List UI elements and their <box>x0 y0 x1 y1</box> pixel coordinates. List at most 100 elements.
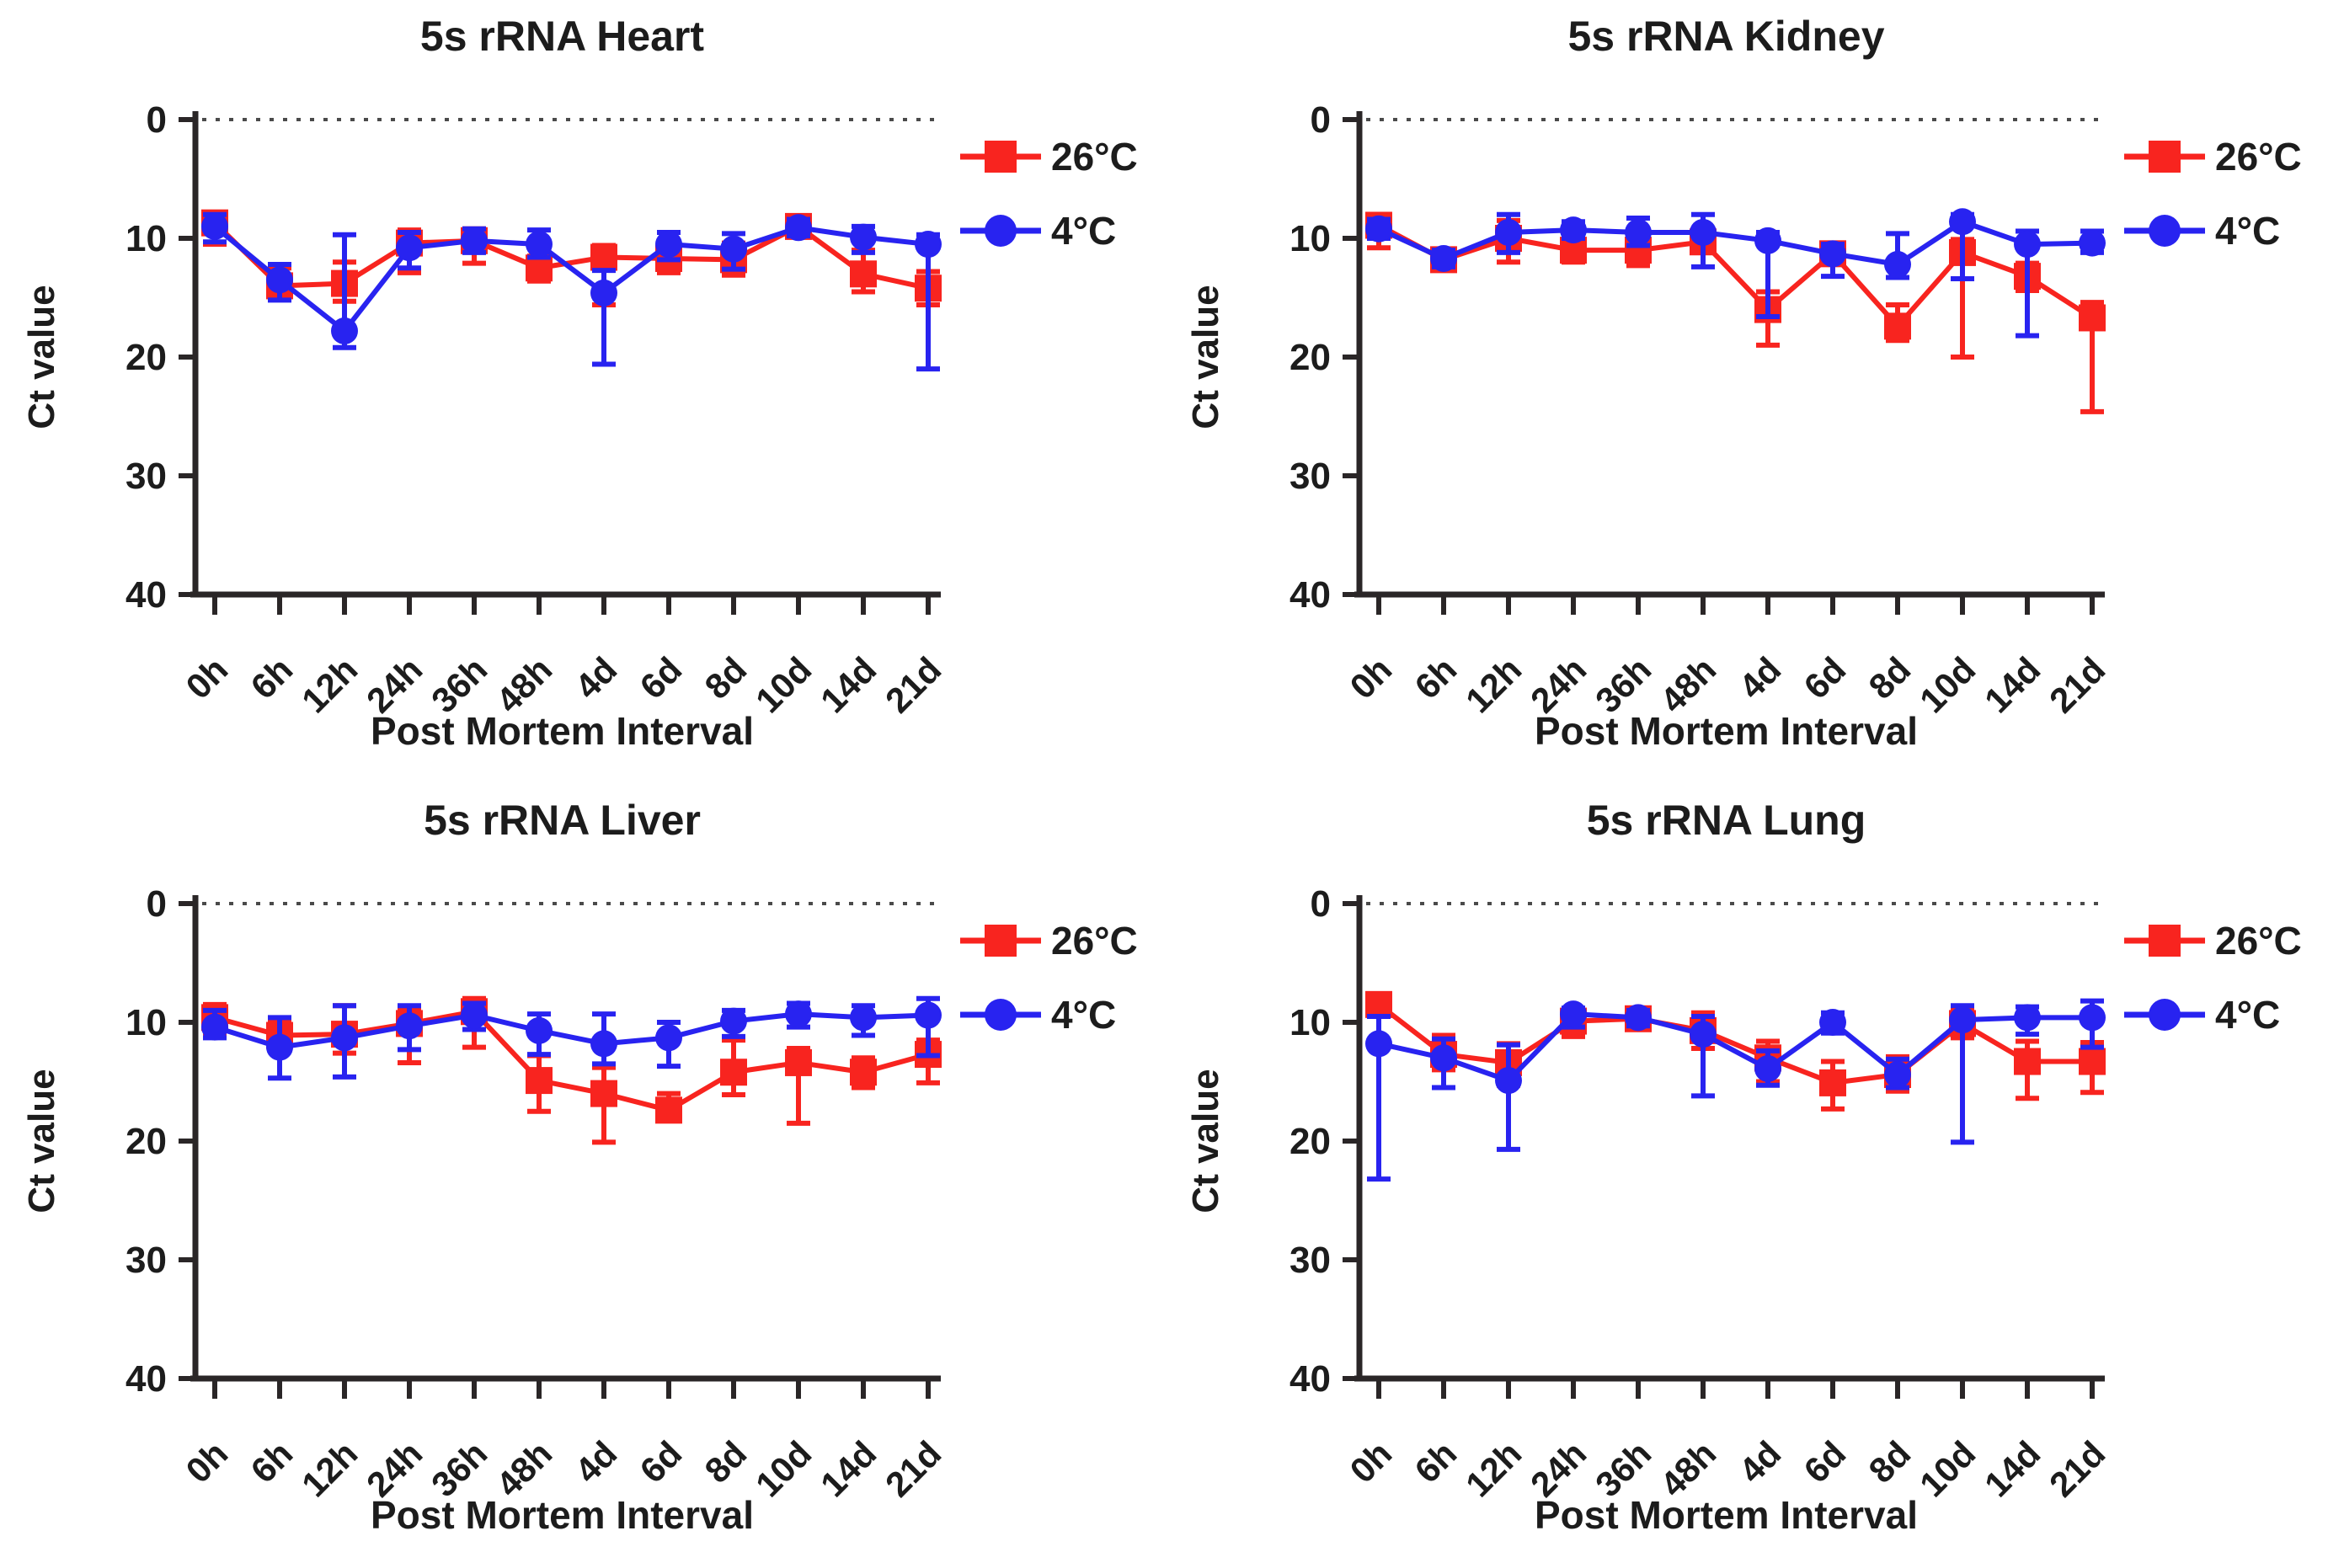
data-point <box>1495 218 1522 246</box>
chart-panel: 5s rRNA Kidney 0 10 20 30 40 0h 6h 12h 24h 36h 48h 4… <box>1164 0 2328 784</box>
x-tick-label: 6d <box>1796 1433 1853 1491</box>
legend-label: 26°C <box>2215 135 2302 179</box>
x-tick-label: 0h <box>1342 1433 1399 1491</box>
legend-marker-square <box>985 925 1017 957</box>
y-tick-label: 30 <box>125 456 167 497</box>
data-point <box>590 1080 617 1107</box>
data-point <box>201 1013 228 1041</box>
legend-marker-circle <box>2149 215 2181 247</box>
x-tick-label: 0h <box>1342 649 1399 707</box>
data-point <box>2014 1048 2041 1075</box>
legend-marker-square <box>985 141 1017 173</box>
data-point <box>915 1001 942 1029</box>
x-tick-label: 10d <box>748 1433 819 1504</box>
x-tick-label: 6d <box>1796 649 1853 707</box>
data-point <box>590 243 617 271</box>
data-point <box>2079 1048 2106 1075</box>
data-point <box>1430 244 1457 272</box>
legend-marker-square <box>2149 925 2181 957</box>
axes <box>190 111 941 598</box>
x-tick-label: 21d <box>878 1433 948 1504</box>
data-point <box>331 1024 358 1052</box>
x-tick-label: 6d <box>632 1433 689 1491</box>
x-tick-label: 21d <box>878 649 948 720</box>
legend-item: 26°C <box>2124 919 2302 963</box>
legend-item: 26°C <box>960 919 1138 963</box>
series-4°C <box>1365 998 2106 1182</box>
chart-panel: 5s rRNA Lung 0 10 20 30 40 0h 6h 12h 24h 36h 48h 4d 6… <box>1164 784 2328 1568</box>
legend: 26°C 4°C <box>960 135 1138 253</box>
data-point <box>850 260 877 288</box>
series-line <box>1378 1011 2092 1084</box>
data-point <box>396 1012 423 1040</box>
x-tick-label: 4d <box>567 649 624 707</box>
data-point <box>1819 240 1846 268</box>
x-tick-label: 14d <box>813 1433 884 1504</box>
series-line <box>1377 219 2093 268</box>
series-4°C <box>1365 208 2106 339</box>
series-4°C <box>201 995 942 1081</box>
axes <box>1354 111 2105 598</box>
data-point <box>1884 312 1911 340</box>
data-point <box>850 1004 877 1032</box>
data-point <box>1625 1004 1652 1032</box>
data-point <box>720 1059 747 1086</box>
y-tick-group: 0 10 20 30 40 <box>125 883 195 1400</box>
x-tick-label: 14d <box>1977 649 2048 720</box>
data-point <box>526 231 553 259</box>
data-point <box>1754 1054 1781 1082</box>
x-tick-label: 6d <box>632 649 689 707</box>
x-tick-label: 6h <box>1407 1433 1464 1491</box>
x-tick-label: 8d <box>1861 649 1918 707</box>
x-tick-label: 21d <box>2042 1433 2112 1504</box>
markers <box>201 1000 942 1061</box>
x-tick-label: 6h <box>243 649 300 707</box>
y-tick-label: 40 <box>125 1358 167 1400</box>
legend: 26°C 4°C <box>2124 919 2302 1037</box>
data-point <box>2079 229 2106 257</box>
data-point <box>1365 215 1392 243</box>
legend-marker-circle <box>985 999 1017 1031</box>
x-tick-label: 8d <box>697 649 754 707</box>
chart-title: 5s rRNA Lung <box>1587 797 1866 844</box>
series-line <box>214 1011 929 1050</box>
data-point <box>655 1024 682 1052</box>
data-point <box>1690 1021 1717 1048</box>
data-point <box>1819 1069 1846 1096</box>
data-point <box>396 234 423 262</box>
data-point <box>1690 218 1717 246</box>
x-tick-label: 10d <box>1912 1433 1983 1504</box>
data-point <box>1625 218 1652 246</box>
x-tick-label: 0h <box>178 1433 235 1491</box>
series-line <box>214 1009 929 1113</box>
data-point <box>331 317 358 344</box>
y-tick-label: 40 <box>125 574 167 616</box>
data-point <box>2014 1004 2041 1032</box>
y-tick-label: 0 <box>1311 883 1331 925</box>
markers <box>201 209 942 302</box>
y-tick-group: 0 10 20 30 40 <box>125 99 195 616</box>
chart-panel: 5s rRNA Heart 0 10 20 30 40 0h 6h 12h 24h 36h 48h 4d… <box>0 0 1164 784</box>
data-point <box>1365 990 1392 1018</box>
data-point <box>1884 251 1911 279</box>
x-tick-label: 12h <box>294 649 365 720</box>
y-tick-label: 10 <box>125 218 167 259</box>
legend-marker-square <box>2149 141 2181 173</box>
error-bars <box>203 211 940 307</box>
data-point <box>1495 1067 1522 1095</box>
data-point <box>720 1007 747 1035</box>
y-tick-label: 40 <box>1289 1358 1331 1400</box>
y-tick-group: 0 10 20 30 40 <box>1289 99 1359 616</box>
x-axis-title: Post Mortem Interval <box>1535 1493 1918 1537</box>
legend-item: 26°C <box>2124 135 2302 179</box>
data-point <box>1949 208 1976 236</box>
y-tick-label: 10 <box>125 1002 167 1043</box>
markers <box>201 212 942 344</box>
legend-label: 4°C <box>2215 993 2280 1037</box>
data-point <box>1949 1006 1976 1034</box>
x-tick-label: 4d <box>1731 1433 1788 1491</box>
